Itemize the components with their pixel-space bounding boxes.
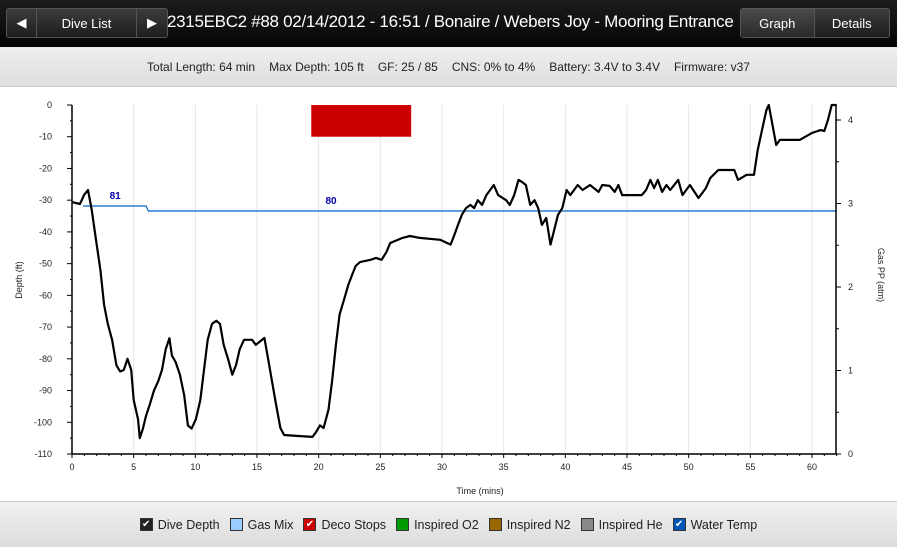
x-tick-label: 10 [190,462,200,472]
y-tick-label: -110 [35,449,52,459]
x-tick-label: 45 [622,462,632,472]
checkbox[interactable] [488,518,502,531]
legend-label: Inspired N2 [506,517,571,532]
x-tick-label: 35 [499,462,509,472]
y2-tick-label: 4 [848,115,853,125]
y-tick-label: -100 [34,417,52,427]
x-tick-label: 55 [745,462,755,472]
legend-toggle-deco-stops[interactable]: ✔ Deco Stops [303,518,386,532]
next-dive-button[interactable]: ▶ [137,9,167,37]
checkbox[interactable] [396,518,410,531]
y2-axis-label: Gas PP (atm) [876,248,886,302]
y-tick-label: -80 [39,354,52,364]
x-tick-label: 40 [560,462,570,472]
y-tick-label: -50 [39,259,52,269]
water-temp-line [83,205,837,212]
top-bar: ◀ Dive List ▶ 2315EBC2 #88 02/14/2012 - … [0,0,897,47]
x-tick-label: 15 [252,462,262,472]
water-temp-label: 80 [325,196,337,207]
y-tick-label: -70 [39,322,52,332]
y2-tick-label: 0 [848,449,853,459]
prev-dive-button[interactable]: ◀ [7,9,37,37]
y-tick-label: -30 [39,195,52,205]
firmware: Firmware: v37 [673,59,750,74]
y-tick-label: -10 [39,132,52,142]
view-tabs: Graph Details [740,8,890,38]
legend-label: Water Temp [690,517,758,532]
y2-tick-label: 1 [848,366,853,376]
legend-label: Inspired O2 [414,517,479,532]
checkbox[interactable] [580,518,594,531]
battery: Battery: 3.4V to 3.4V [549,59,660,74]
legend-toggle-inspired-he[interactable]: Inspired He [580,517,663,532]
triangle-left-icon: ◀ [16,15,27,30]
x-tick-label: 25 [375,462,385,472]
legend-toggle-inspired-n2[interactable]: Inspired N2 [488,517,571,532]
max-depth: Max Depth: 105 ft [269,59,364,74]
legend-toggle-water-temp[interactable]: ✔ Water Temp [672,517,758,532]
checkbox[interactable]: ✔ [139,518,153,531]
y-tick-label: 0 [47,100,52,110]
y-tick-label: -20 [39,163,52,173]
legend-label: Gas Mix [247,517,294,532]
dive-chart: 81 80 0 5 10 15 20 25 30 35 40 45 50 55 60 0 -10 -20 -30-… [0,88,897,501]
y-tick-label: -60 [39,290,52,300]
triangle-right-icon: ▶ [147,15,157,30]
dive-info-bar: Total Length: 64 min Max Depth: 105 ft G… [0,47,897,87]
checkbox[interactable] [229,518,243,531]
y-tick-label: -90 [39,386,52,396]
dive-profile-chart: 81 80 0 5 10 15 20 25 30 35 40 45 50 55 600-10-20-30-… [14,100,886,496]
gradient-factors: GF: 25 / 85 [377,59,438,74]
y-axis-label: Depth (ft) [14,261,24,299]
x-axis-label: Time (mins) [456,486,503,496]
y2-tick-label: 3 [848,199,853,209]
tab-graph[interactable]: Graph [741,9,815,37]
x-tick-label: 50 [684,462,694,472]
legend-label: Inspired He [598,517,663,532]
legend-toggle-gas-mix[interactable]: Gas Mix [229,517,294,532]
checkbox[interactable]: ✔ [303,518,317,531]
water-temp-label: 81 [110,191,122,202]
legend-bar: ✔ Dive Depth Gas Mix ✔ Deco Stops Inspired O2… [0,501,897,547]
legend-toggle-dive-depth[interactable]: ✔ Dive Depth [139,517,220,532]
legend-toggle-inspired-o2[interactable]: Inspired O2 [396,518,479,532]
depth-line [71,103,837,440]
x-tick-label: 20 [314,462,324,472]
x-tick-label: 0 [69,462,74,472]
tab-details[interactable]: Details [831,15,872,31]
x-tick-label: 30 [437,462,447,472]
x-tick-label: 60 [807,462,817,472]
dive-list-button[interactable]: Dive List [37,9,137,37]
x-tick-label: 5 [131,462,136,472]
deco-stop-bar [311,105,412,137]
dive-title: 2315EBC2 #88 02/14/2012 - 16:51 / Bonair… [167,12,734,31]
dive-list-nav: ◀ Dive List ▶ [6,8,168,38]
y2-tick-label: 2 [848,282,853,292]
y-tick-label: -40 [39,227,52,237]
checkbox[interactable]: ✔ [672,518,686,531]
cns: CNS: 0% to 4% [451,59,536,74]
legend-label: Deco Stops [321,517,387,532]
legend-label: Dive Depth [157,517,220,532]
total-length: Total Length: 64 min [147,59,256,74]
